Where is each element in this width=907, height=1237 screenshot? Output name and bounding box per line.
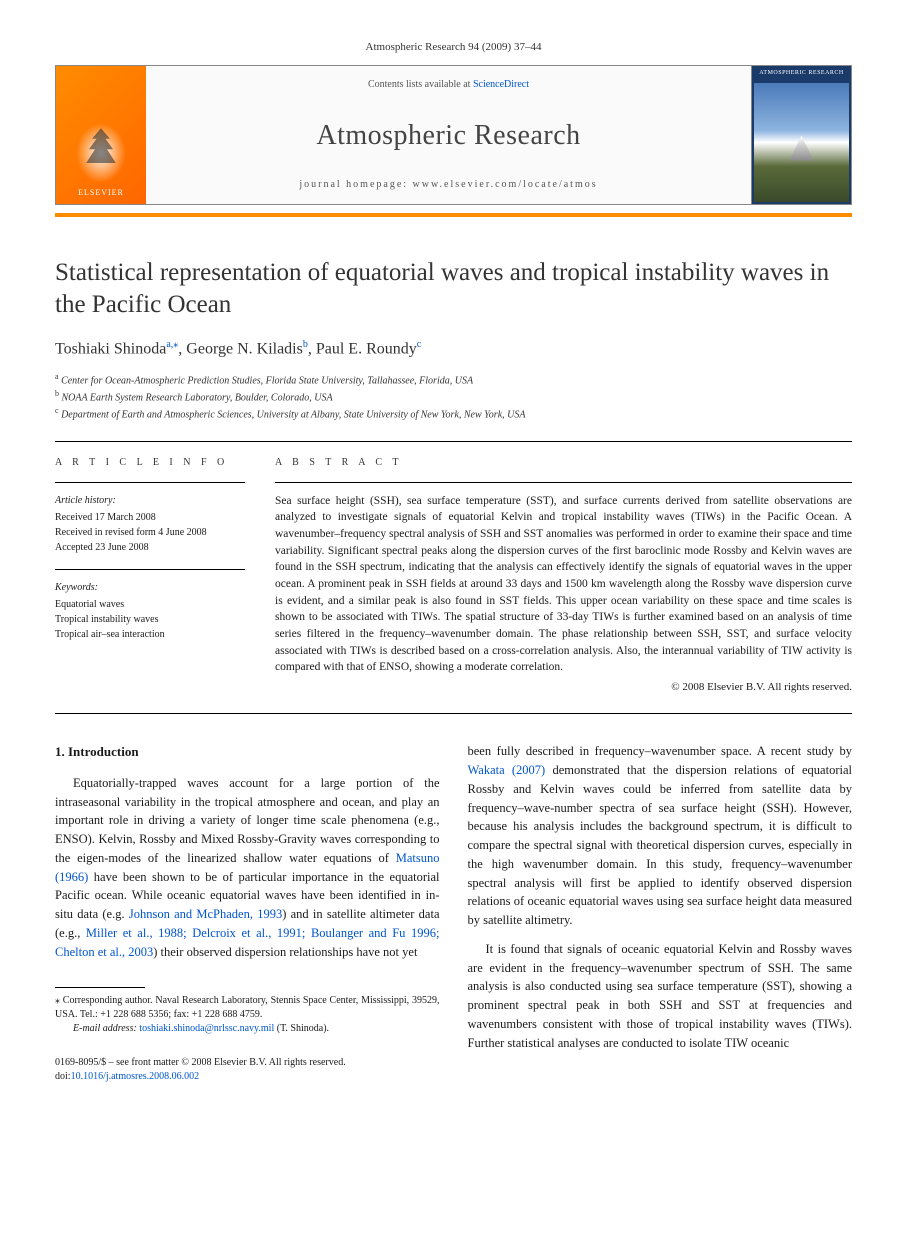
front-matter-line: 0169-8095/$ – see front matter © 2008 El… <box>55 1056 440 1070</box>
section-heading: 1. Introduction <box>55 742 440 762</box>
sciencedirect-link[interactable]: ScienceDirect <box>473 79 529 90</box>
page-footer: 0169-8095/$ – see front matter © 2008 El… <box>55 1056 440 1084</box>
running-head: Atmospheric Research 94 (2009) 37–44 <box>55 40 852 55</box>
article-title: Statistical representation of equatorial… <box>55 257 852 320</box>
citation-link[interactable]: Wakata (2007) <box>468 763 546 777</box>
received-date: Received 17 March 2008 <box>55 510 245 525</box>
affiliation-line: a Center for Ocean-Atmospheric Predictio… <box>55 371 852 388</box>
accent-bar <box>55 213 852 217</box>
article-history-block: Article history: Received 17 March 2008 … <box>55 493 245 555</box>
text-run: demonstrated that the dispersion relatio… <box>468 763 853 927</box>
affiliation-line: c Department of Earth and Atmospheric Sc… <box>55 405 852 422</box>
footnote-divider <box>55 987 145 988</box>
journal-banner: ELSEVIER Contents lists available at Sci… <box>55 65 852 205</box>
abstract-column: A B S T R A C T Sea surface height (SSH)… <box>275 456 852 696</box>
contents-prefix: Contents lists available at <box>368 79 473 90</box>
elsevier-label: ELSEVIER <box>78 187 124 198</box>
banner-center: Contents lists available at ScienceDirec… <box>146 66 751 204</box>
keyword: Tropical instability waves <box>55 612 245 627</box>
corresponding-footnote: ⁎ Corresponding author. Naval Research L… <box>55 994 440 1036</box>
keyword: Tropical air–sea interaction <box>55 627 245 642</box>
doi-link[interactable]: 10.1016/j.atmosres.2008.06.002 <box>71 1071 200 1082</box>
author-affil-sup: c <box>417 339 421 350</box>
text-run: Equatorially-trapped waves account for a… <box>55 776 440 865</box>
paragraph: been fully described in frequency–wavenu… <box>468 742 853 930</box>
keywords-heading: Keywords: <box>55 580 245 595</box>
accepted-date: Accepted 23 June 2008 <box>55 540 245 555</box>
elsevier-logo-block: ELSEVIER <box>56 66 146 204</box>
doi-label: doi: <box>55 1071 71 1082</box>
divider <box>275 482 852 483</box>
journal-cover-thumbnail: ATMOSPHERIC RESEARCH <box>751 66 851 204</box>
author-list: Toshiaki Shinodaa,⁎, George N. Kiladisb,… <box>55 338 852 361</box>
footnote-text: Corresponding author. Naval Research Lab… <box>55 995 440 1020</box>
email-suffix: (T. Shinoda). <box>274 1023 329 1034</box>
abstract-text: Sea surface height (SSH), sea surface te… <box>275 493 852 676</box>
divider <box>55 482 245 483</box>
contents-available-line: Contents lists available at ScienceDirec… <box>156 78 741 92</box>
abstract-heading: A B S T R A C T <box>275 456 852 470</box>
abstract-copyright: © 2008 Elsevier B.V. All rights reserved… <box>275 680 852 695</box>
affil-text: NOAA Earth System Research Laboratory, B… <box>59 392 333 403</box>
text-run: been fully described in frequency–wavenu… <box>468 744 853 758</box>
keyword: Equatorial waves <box>55 597 245 612</box>
history-heading: Article history: <box>55 493 245 508</box>
affil-text: Department of Earth and Atmospheric Scie… <box>59 410 526 421</box>
body-column-right: been fully described in frequency–wavenu… <box>468 742 853 1084</box>
divider <box>55 713 852 714</box>
divider <box>55 569 245 570</box>
email-link[interactable]: toshiaki.shinoda@nrlssc.navy.mil <box>139 1023 274 1034</box>
article-info-heading: A R T I C L E I N F O <box>55 456 245 470</box>
article-meta-row: A R T I C L E I N F O Article history: R… <box>55 442 852 714</box>
body-columns: 1. Introduction Equatorially-trapped wav… <box>55 742 852 1084</box>
paragraph: It is found that signals of oceanic equa… <box>468 940 853 1053</box>
elsevier-tree-icon <box>76 123 126 183</box>
author-sep: , <box>308 340 316 357</box>
doi-line: doi:10.1016/j.atmosres.2008.06.002 <box>55 1070 440 1084</box>
revised-date: Received in revised form 4 June 2008 <box>55 525 245 540</box>
keywords-block: Keywords: Equatorial waves Tropical inst… <box>55 580 245 642</box>
article-info-column: A R T I C L E I N F O Article history: R… <box>55 456 245 696</box>
affiliation-line: b NOAA Earth System Research Laboratory,… <box>55 388 852 405</box>
author-name: Toshiaki Shinoda <box>55 340 166 357</box>
cover-title: ATMOSPHERIC RESEARCH <box>752 66 851 80</box>
journal-name: Atmospheric Research <box>156 116 741 155</box>
author-name: Paul E. Roundy <box>316 340 417 357</box>
body-column-left: 1. Introduction Equatorially-trapped wav… <box>55 742 440 1084</box>
affil-text: Center for Ocean-Atmospheric Prediction … <box>59 375 474 386</box>
email-label: E-mail address: <box>73 1023 139 1034</box>
journal-homepage: journal homepage: www.elsevier.com/locat… <box>156 178 741 192</box>
text-run: ) their observed dispersion relationship… <box>153 945 417 959</box>
footnote-email-line: E-mail address: toshiaki.shinoda@nrlssc.… <box>73 1023 329 1034</box>
paragraph: Equatorially-trapped waves account for a… <box>55 774 440 962</box>
affiliations: a Center for Ocean-Atmospheric Predictio… <box>55 371 852 423</box>
citation-link[interactable]: Johnson and McPhaden, 1993 <box>129 907 282 921</box>
cover-image-icon <box>754 83 849 203</box>
page-container: Atmospheric Research 94 (2009) 37–44 ELS… <box>0 0 907 1114</box>
author-name: George N. Kiladis <box>186 340 303 357</box>
